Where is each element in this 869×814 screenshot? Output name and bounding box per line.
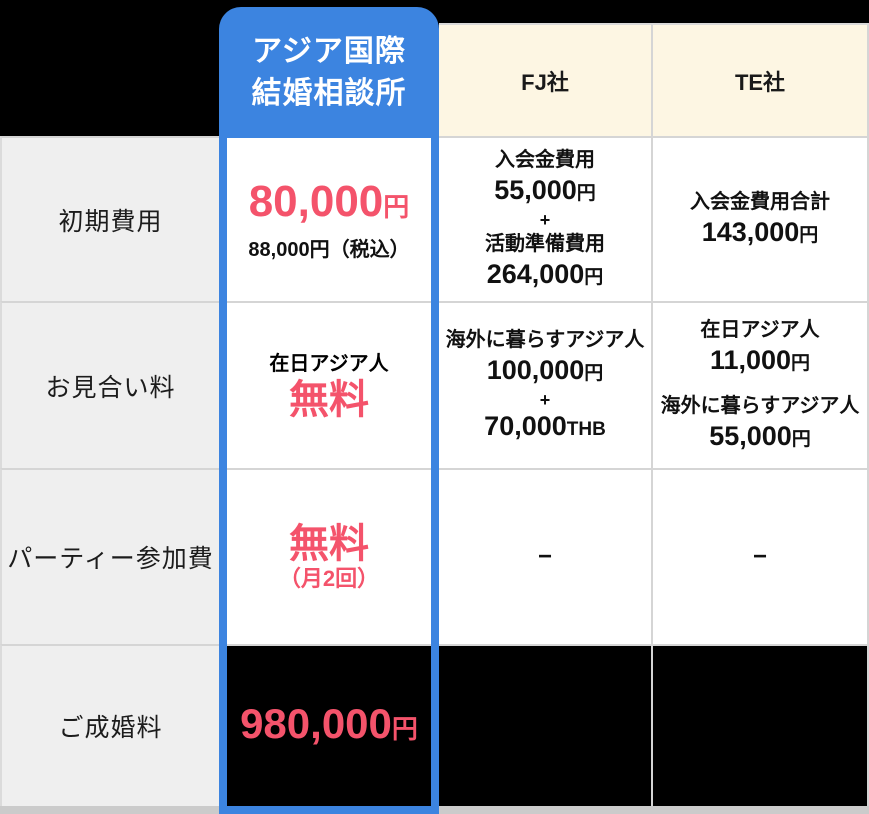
row-label-text: パーティー参加費 [7,545,214,573]
amount-unit: THB [566,418,606,440]
amount-unit: 円 [791,352,811,374]
own-column-header: アジア国際 結婚相談所 [219,7,439,138]
fee-amount: 55,000円 [709,420,811,456]
highlighted-own-column: アジア国際 結婚相談所 80,000円 88,000円（税込） 在日アジア人 無… [219,7,439,814]
amount-number: 80,000 [248,176,384,226]
own-marriage-fee-cell: 980,000円 [227,646,431,806]
table-bottom-border [439,806,651,814]
row-label-text: ご成婚料 [58,714,163,742]
row-divider [227,301,431,303]
free-highlight: 無料 [289,522,369,566]
price-highlight: 980,000円 [240,700,418,753]
row-label-column: 初期費用 お見合い料 パーティー参加費 ご成婚料 [0,136,219,814]
amount-number: 143,000 [701,216,800,247]
row-label-initial-cost: 初期費用 [0,136,219,301]
te-column: TE社 入会金費用合計 143,000円 在日アジア人 11,000円 海外に暮… [651,23,869,814]
row-label-party-fee: パーティー参加費 [0,468,219,644]
amount-unit: 円 [383,191,410,222]
fee-label: 入会金費用合計 [690,190,830,213]
dash-placeholder: − [537,543,552,570]
frequency-note: （月2回） [278,566,380,591]
fee-amount: 70,000THB [484,410,606,446]
fee-amount: 264,000円 [487,258,604,294]
fj-column-header: FJ社 [439,23,651,136]
amount-number: 55,000 [709,420,792,451]
amount-number: 55,000 [494,174,577,205]
own-column-body: 80,000円 88,000円（税込） 在日アジア人 無料 無料 （月2回） 9… [219,138,439,814]
fj-header-label: FJ社 [521,69,569,95]
amount-number: 264,000 [486,258,585,289]
row-label-marriage-fee: ご成婚料 [0,644,219,806]
amount-number: 70,000 [484,410,567,441]
amount-unit: 円 [391,713,418,744]
row-label-text: 初期費用 [58,207,163,236]
fj-column: FJ社 入会金費用 55,000円 + 活動準備費用 264,000円 海外に暮… [439,23,651,814]
fj-matchmaking-fee-cell: 海外に暮らすアジア人 100,000円 + 70,000THB [439,301,651,468]
table-bottom-border [0,806,219,814]
row-label-matchmaking-fee: お見合い料 [0,301,219,468]
fee-label: 在日アジア人 [700,318,820,341]
te-header-label: TE社 [734,69,786,95]
plus-sign: + [539,209,551,230]
fj-initial-cost-cell: 入会金費用 55,000円 + 活動準備費用 264,000円 [439,136,651,301]
te-matchmaking-fee-cell: 在日アジア人 11,000円 海外に暮らすアジア人 55,000円 [651,301,869,468]
own-header-title-line1: アジア国際 [252,34,406,68]
amount-unit: 円 [799,224,819,246]
amount-unit: 円 [584,362,604,384]
amount-number: 11,000 [709,344,792,375]
own-matchmaking-fee-cell: 在日アジア人 無料 [227,303,431,468]
row-divider [227,468,431,470]
te-party-fee-cell: − [651,468,869,644]
row-label-text: お見合い料 [45,373,176,402]
tax-included-note: 88,000円（税込） [248,238,410,261]
te-initial-cost-cell: 入会金費用合計 143,000円 [651,136,869,301]
te-marriage-fee-cell [651,644,869,806]
fee-label: 入会金費用 [495,148,595,171]
amount-unit: 円 [584,266,604,288]
row-divider [227,644,431,646]
fj-marriage-fee-cell [439,644,651,806]
table-bottom-border [651,806,869,814]
fee-amount: 143,000円 [702,216,819,252]
plus-sign: + [539,389,551,410]
own-header-title-line2: 結婚相談所 [251,76,407,110]
free-highlight: 無料 [289,377,369,422]
own-party-fee-cell: 無料 （月2回） [227,470,431,644]
amount-unit: 円 [576,182,596,204]
dash-placeholder: − [752,543,767,570]
own-initial-cost-cell: 80,000円 88,000円（税込） [227,138,431,301]
fee-label: 活動準備費用 [485,232,605,255]
fee-label: 海外に暮らすアジア人 [445,328,645,351]
amount-number: 980,000 [240,699,392,747]
amount-number: 100,000 [486,354,585,385]
fee-amount: 100,000円 [487,354,604,390]
fee-label: 海外に暮らすアジア人 [660,394,860,417]
te-column-header: TE社 [651,23,869,136]
fee-label: 在日アジア人 [269,352,389,375]
fee-amount: 55,000円 [494,174,596,210]
fee-amount: 11,000円 [710,344,810,380]
price-highlight: 80,000円 [248,176,410,231]
amount-unit: 円 [791,428,811,450]
fj-party-fee-cell: − [439,468,651,644]
